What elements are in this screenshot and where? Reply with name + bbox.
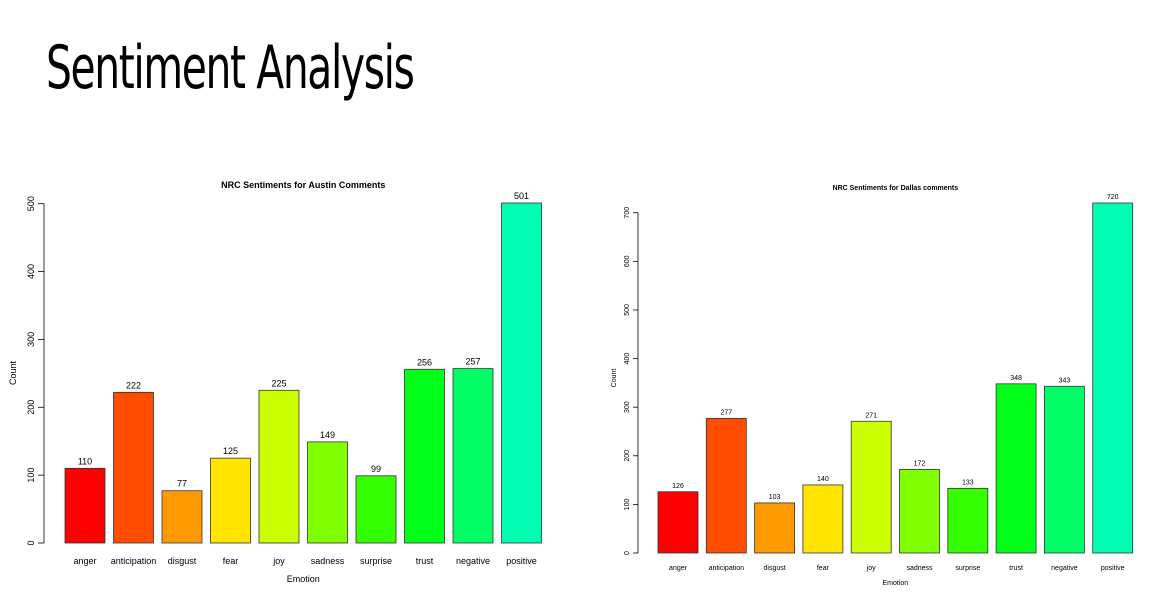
y-tick-label: 300 bbox=[26, 332, 36, 347]
category-label-disgust: disgust bbox=[764, 565, 786, 572]
category-label-surprise: surprise bbox=[955, 565, 980, 572]
y-tick-label: 0 bbox=[26, 540, 36, 545]
data-label-negative: 257 bbox=[465, 357, 480, 367]
y-tick-label: 700 bbox=[624, 207, 631, 219]
data-label-sadness: 149 bbox=[320, 430, 335, 440]
bar-fear bbox=[210, 457, 251, 544]
y-tick-label: 400 bbox=[26, 264, 36, 279]
bar-negative bbox=[1043, 385, 1085, 554]
data-label-anticipation: 222 bbox=[126, 380, 141, 390]
bar-positive bbox=[1092, 202, 1134, 554]
data-label-fear: 140 bbox=[817, 476, 829, 483]
category-label-negative: negative bbox=[1051, 565, 1078, 572]
bar-surprise bbox=[947, 487, 989, 554]
category-label-fear: fear bbox=[223, 556, 239, 566]
bar-surprise bbox=[355, 475, 397, 544]
y-axis: 0 100 200 300 400 500 bbox=[26, 196, 45, 546]
bar-sadness bbox=[307, 441, 348, 544]
y-tick-label: 600 bbox=[624, 255, 631, 267]
category-label-sadness: sadness bbox=[311, 556, 345, 566]
y-tick-label: 400 bbox=[624, 353, 631, 365]
category-label-positive: positive bbox=[506, 556, 537, 566]
category-label-anticipation: anticipation bbox=[709, 565, 745, 572]
category-label-disgust: disgust bbox=[168, 556, 197, 566]
x-axis-label: Emotion bbox=[883, 580, 909, 587]
data-label-sadness: 172 bbox=[914, 460, 926, 467]
x-axis-label: Emotion bbox=[287, 574, 320, 584]
y-tick-label: 300 bbox=[624, 401, 631, 413]
category-label-joy: joy bbox=[866, 565, 876, 572]
bar-joy bbox=[258, 389, 300, 544]
data-label-surprise: 133 bbox=[962, 479, 974, 486]
data-label-trust: 256 bbox=[417, 357, 432, 367]
data-label-anger: 126 bbox=[672, 483, 684, 490]
data-label-fear: 125 bbox=[223, 446, 238, 456]
data-label-joy: 225 bbox=[271, 378, 286, 388]
category-label-surprise: surprise bbox=[360, 556, 392, 566]
category-label-joy: joy bbox=[272, 556, 285, 566]
y-tick-label: 500 bbox=[624, 304, 631, 316]
data-label-disgust: 103 bbox=[769, 494, 781, 501]
category-label-negative: negative bbox=[456, 556, 490, 566]
category-label-trust: trust bbox=[416, 556, 434, 566]
y-axis-label: Count bbox=[611, 369, 618, 388]
data-label-joy: 271 bbox=[865, 412, 877, 419]
bar-disgust bbox=[161, 490, 203, 544]
dallas-sentiment-chart: NRC Sentiments for Dallas comments Emoti… bbox=[611, 185, 1134, 587]
slide-title: Sentiment Analysis bbox=[46, 33, 415, 103]
data-label-anticipation: 277 bbox=[720, 409, 732, 416]
y-axis-label: Count bbox=[8, 361, 18, 386]
data-label-trust: 348 bbox=[1010, 375, 1022, 382]
y-tick-label: 100 bbox=[26, 468, 36, 483]
bar-fear bbox=[802, 484, 844, 554]
data-label-positive: 720 bbox=[1107, 194, 1119, 201]
y-tick-label: 500 bbox=[26, 196, 36, 211]
bars: 110 anger 222 anticipation 77 disgust 125 fear 2… bbox=[64, 191, 542, 566]
bar-anger bbox=[64, 467, 106, 544]
data-label-positive: 501 bbox=[514, 191, 529, 201]
category-label-trust: trust bbox=[1009, 565, 1023, 572]
y-axis: 0 100 200 300 400 500 600 700 bbox=[624, 207, 639, 555]
bar-sadness bbox=[899, 468, 940, 554]
bars: 126 anger 277 anticipation 103 disgust 140 fear… bbox=[657, 194, 1134, 572]
bar-anger bbox=[657, 491, 699, 554]
category-label-sadness: sadness bbox=[906, 565, 933, 572]
y-tick-label: 200 bbox=[624, 450, 631, 462]
chart-title: NRC Sentiments for Austin Comments bbox=[221, 180, 385, 190]
data-label-disgust: 77 bbox=[177, 479, 187, 489]
bar-negative bbox=[452, 368, 494, 544]
bar-joy bbox=[850, 420, 892, 554]
chart-title: NRC Sentiments for Dallas comments bbox=[833, 185, 959, 192]
bar-anticipation bbox=[113, 391, 154, 544]
bar-anticipation bbox=[705, 417, 747, 554]
category-label-positive: positive bbox=[1101, 565, 1125, 572]
bar-positive bbox=[501, 202, 542, 544]
data-label-surprise: 99 bbox=[371, 464, 381, 474]
austin-sentiment-chart: NRC Sentiments for Austin Comments Emoti… bbox=[8, 180, 542, 584]
category-label-anger: anger bbox=[669, 565, 688, 572]
y-tick-label: 200 bbox=[26, 400, 36, 415]
bar-disgust bbox=[754, 502, 796, 554]
data-label-negative: 343 bbox=[1059, 377, 1071, 384]
bar-trust bbox=[404, 368, 445, 544]
bar-trust bbox=[995, 383, 1037, 554]
category-label-anger: anger bbox=[73, 556, 96, 566]
y-tick-label: 100 bbox=[624, 498, 631, 510]
category-label-anticipation: anticipation bbox=[111, 556, 157, 566]
y-tick-label: 0 bbox=[624, 551, 631, 555]
data-label-anger: 110 bbox=[78, 456, 92, 466]
category-label-fear: fear bbox=[817, 565, 830, 572]
